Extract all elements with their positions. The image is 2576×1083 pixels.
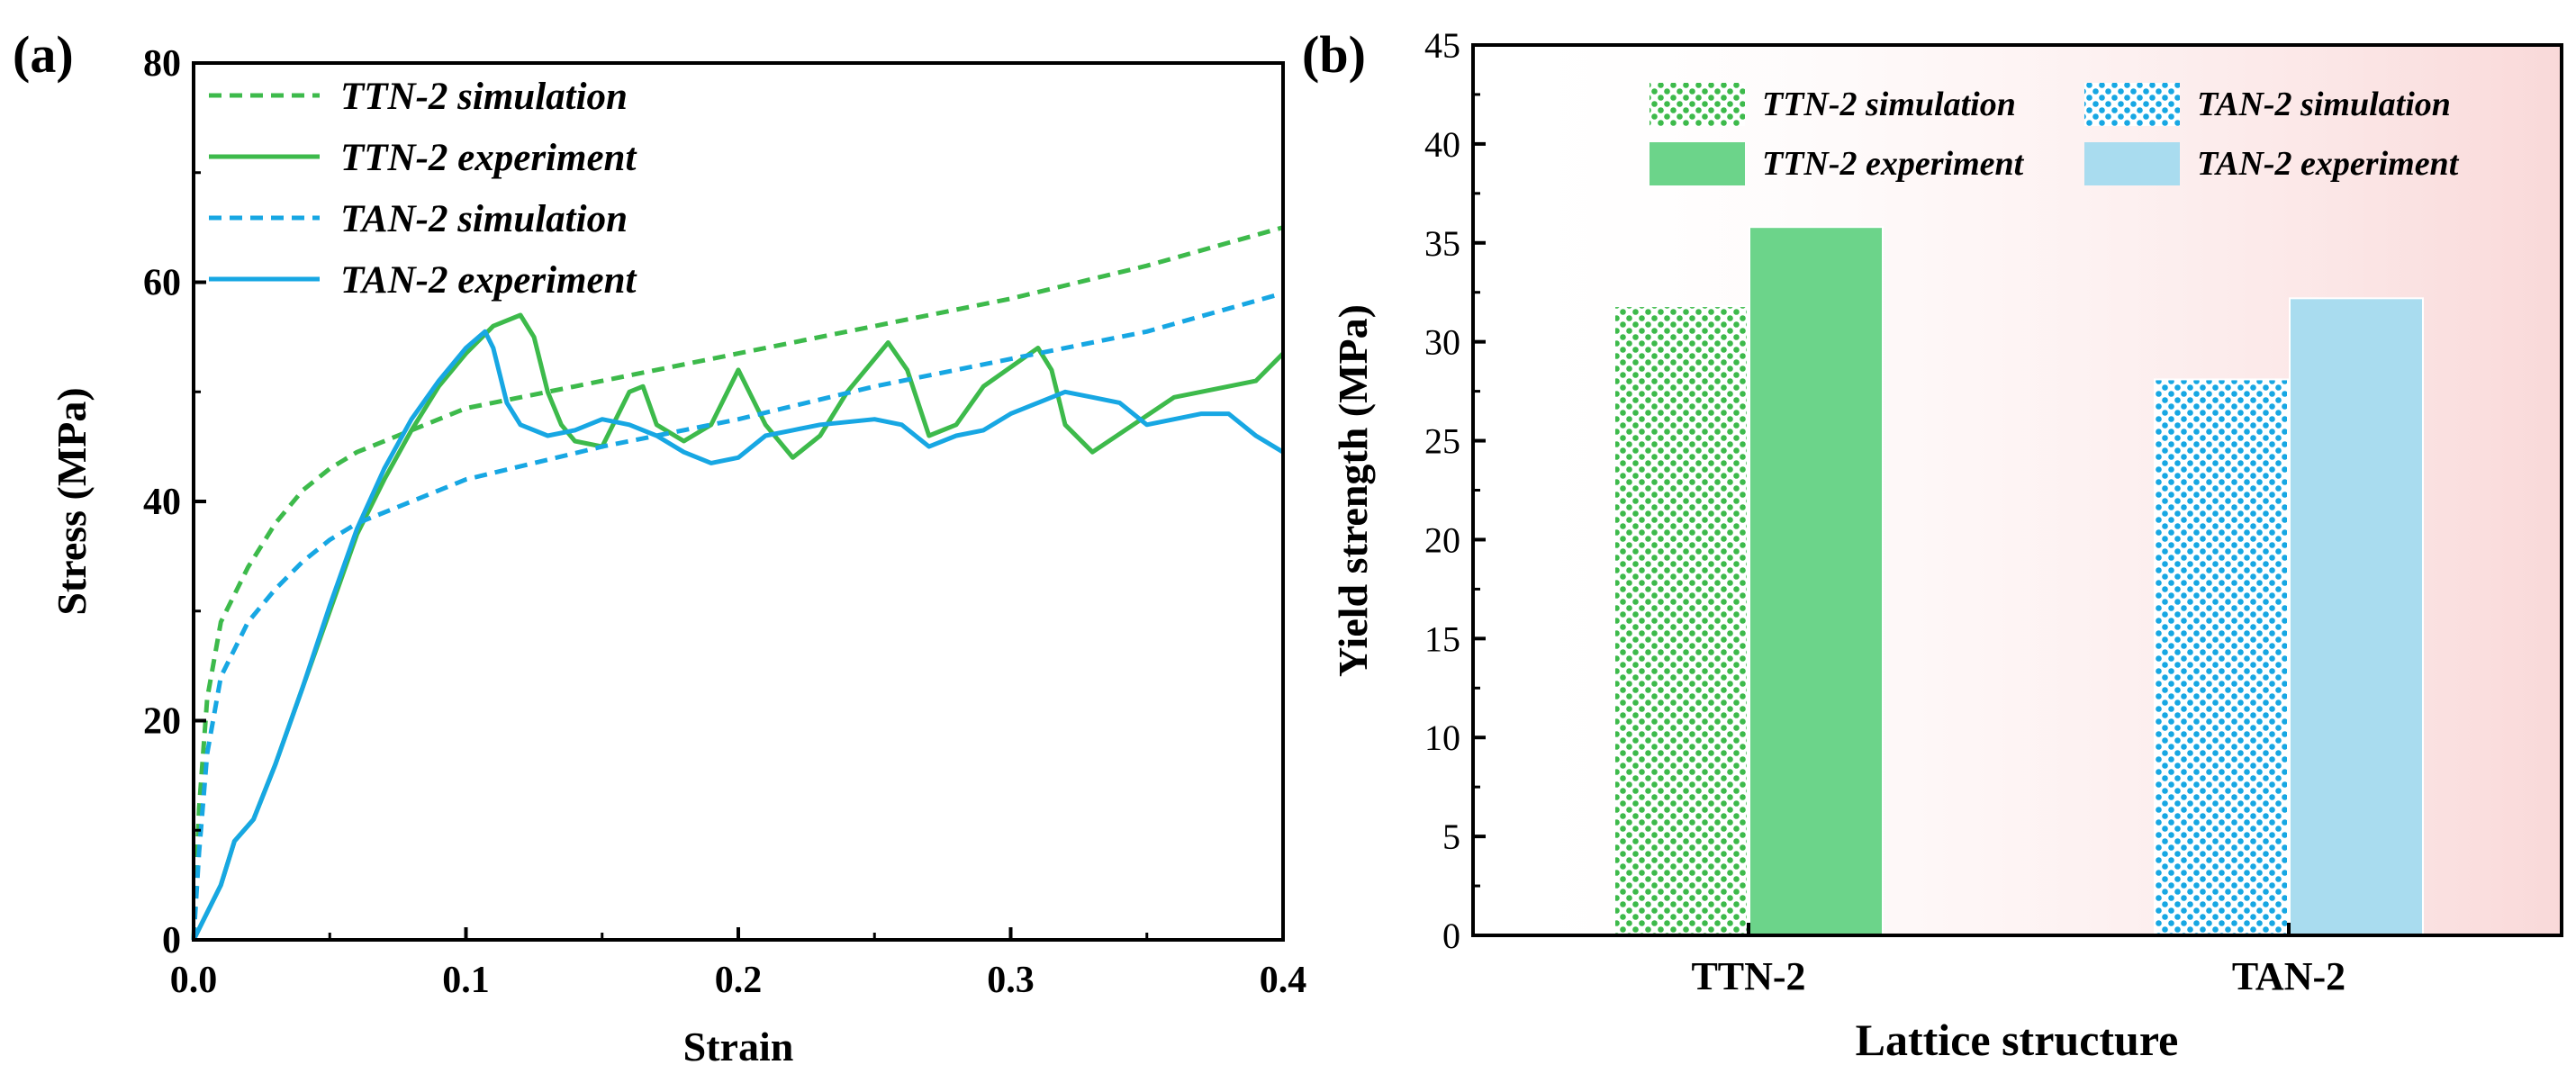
panel-b-legend-swatch-3 [2084, 142, 2180, 185]
panel-b-bar-0 [1613, 305, 1749, 936]
panel-a-xtick-label: 0.0 [170, 960, 218, 1001]
panel-b-legend-swatch-1 [1650, 142, 1745, 185]
panel-a-ytick-label: 60 [143, 263, 181, 304]
panel-a-legend-label-1: TTN-2 experiment [340, 137, 637, 179]
panel-a-ytick-label: 20 [143, 701, 181, 743]
panel-b-bar-2 [2154, 378, 2289, 936]
panel-a-series-line-2 [191, 291, 1284, 941]
panel-a-xlabel: Strain [683, 1024, 794, 1069]
panel-a-ytick-label: 0 [162, 920, 181, 961]
panel-b-bar-1 [1749, 226, 1884, 936]
panel-b-label: (b) [1302, 25, 1366, 84]
panel-b-xlabel: Lattice structure [1856, 1015, 2179, 1065]
panel-a-xtick-label: 0.1 [442, 960, 490, 1001]
panel-b-legend-label-2: TAN-2 simulation [2197, 86, 2451, 123]
panel-b-ytick-label: 40 [1424, 124, 1460, 165]
panel-a-plot-area: 0.0 0.1 0.2 0.3 0.4 0 20 40 60 80 [143, 43, 1306, 1001]
panel-a-legend-label-0: TTN-2 simulation [340, 76, 628, 118]
panel-b-ticks: 0 5 10 15 20 25 30 35 40 45 TTN-2 TAN-2 [1424, 25, 2346, 998]
panel-b-ytick-label: 15 [1424, 618, 1460, 659]
panel-b-ytick-label: 10 [1424, 717, 1460, 758]
panel-b-ytick-label: 45 [1424, 25, 1460, 66]
panel-a-label: (a) [13, 25, 74, 84]
panel-a: (a) 0.0 0.1 0.2 0.3 0.4 0 20 40 60 80 Stress (MPa… [13, 25, 1306, 1069]
panel-a-axes-frame [192, 61, 1285, 942]
panel-b-legend-swatch-2 [2084, 83, 2180, 126]
panel-a-xtick-label: 0.4 [1260, 960, 1307, 1001]
panel-a-xtick-label: 0.3 [987, 960, 1035, 1001]
panel-b: (b) 0 5 10 15 20 25 30 35 40 45 TTN-2 TAN-2 Yield s… [1302, 25, 2563, 1065]
panel-b-ytick-label: 25 [1424, 421, 1460, 462]
panel-b-legend-label-1: TTN-2 experiment [1762, 145, 2025, 183]
panel-b-legend: TTN-2 simulation TTN-2 experiment TAN-2 si… [1650, 83, 2460, 185]
panel-b-ylabel: Yield strength (MPa) [1330, 304, 1376, 677]
panel-a-legend-label-3: TAN-2 experiment [340, 259, 637, 302]
panel-b-xtick-label: TTN-2 [1691, 954, 1805, 998]
panel-a-series-line-1 [191, 312, 1285, 942]
panel-b-legend-label-3: TAN-2 experiment [2197, 145, 2460, 183]
panel-b-legend-label-0: TTN-2 simulation [1762, 86, 2016, 123]
panel-a-ylabel: Stress (MPa) [49, 387, 95, 615]
panel-b-ytick-label: 5 [1442, 817, 1460, 857]
panel-b-xtick-label: TAN-2 [2232, 954, 2346, 998]
panel-b-bar-3 [2289, 297, 2424, 936]
panel-a-xtick-label: 0.2 [715, 960, 763, 1001]
panel-a-series-group [191, 225, 1285, 942]
panel-a-legend: TTN-2 simulation TTN-2 experiment TAN-2 si… [209, 76, 637, 302]
panel-a-ytick-label: 40 [143, 482, 181, 523]
panel-a-legend-label-2: TAN-2 simulation [340, 198, 628, 240]
panel-a-ticks: 0.0 0.1 0.2 0.3 0.4 0 20 40 60 80 [143, 43, 1306, 1001]
panel-b-ytick-label: 35 [1424, 223, 1460, 264]
panel-b-bars [1613, 226, 2424, 936]
panel-b-ytick-label: 0 [1442, 916, 1460, 956]
panel-a-series-line-3 [191, 329, 1285, 942]
panel-b-ytick-label: 20 [1424, 519, 1460, 560]
panel-a-series-line-0 [191, 225, 1284, 941]
panel-a-ytick-label: 80 [143, 43, 181, 85]
panel-b-legend-swatch-0 [1650, 83, 1745, 126]
panel-b-ytick-label: 30 [1424, 322, 1460, 363]
